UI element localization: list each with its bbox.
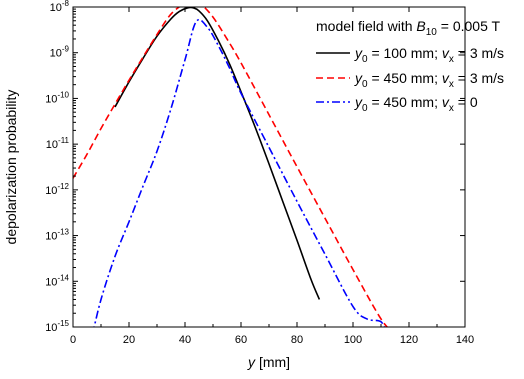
y-tick-label: 10-15 bbox=[45, 319, 69, 334]
y-tick-label: 10-10 bbox=[45, 90, 69, 105]
x-axis-title: y [mm] bbox=[247, 354, 290, 370]
legend-title: model field with B10 = 0.005 T bbox=[316, 18, 500, 38]
x-tick-label: 100 bbox=[344, 334, 362, 346]
legend: model field with B10 = 0.005 T y0 = 100 … bbox=[316, 18, 504, 114]
legend-label-series-3: y0 = 450 mm; vx = 0 bbox=[354, 94, 478, 114]
series-line-2 bbox=[73, 7, 389, 327]
x-tick-label: 20 bbox=[123, 334, 135, 346]
legend-label-series-1: y0 = 100 mm; vx = 3 m/s bbox=[354, 45, 504, 65]
y-tick-label: 10-8 bbox=[50, 0, 70, 14]
x-tick-label: 40 bbox=[179, 334, 191, 346]
series-line-3 bbox=[93, 18, 386, 327]
y-tick-label: 10-14 bbox=[45, 273, 69, 288]
y-tick-label: 10-12 bbox=[45, 182, 69, 197]
x-tick-label: 140 bbox=[456, 334, 474, 346]
series-line-1 bbox=[114, 7, 321, 300]
legend-label-series-2: y0 = 450 mm; vx = 3 m/s bbox=[354, 70, 504, 90]
y-tick-label: 10-11 bbox=[46, 136, 70, 151]
y-tick-label: 10-9 bbox=[50, 45, 70, 60]
x-tick-label: 80 bbox=[291, 334, 303, 346]
x-tick-label: 120 bbox=[400, 334, 418, 346]
x-tick-label: 60 bbox=[235, 334, 247, 346]
y-axis-title: depolarization probability bbox=[3, 90, 19, 245]
plot-frame bbox=[72, 6, 466, 328]
y-tick-label: 10-13 bbox=[45, 228, 69, 243]
x-tick-label: 0 bbox=[70, 334, 76, 346]
